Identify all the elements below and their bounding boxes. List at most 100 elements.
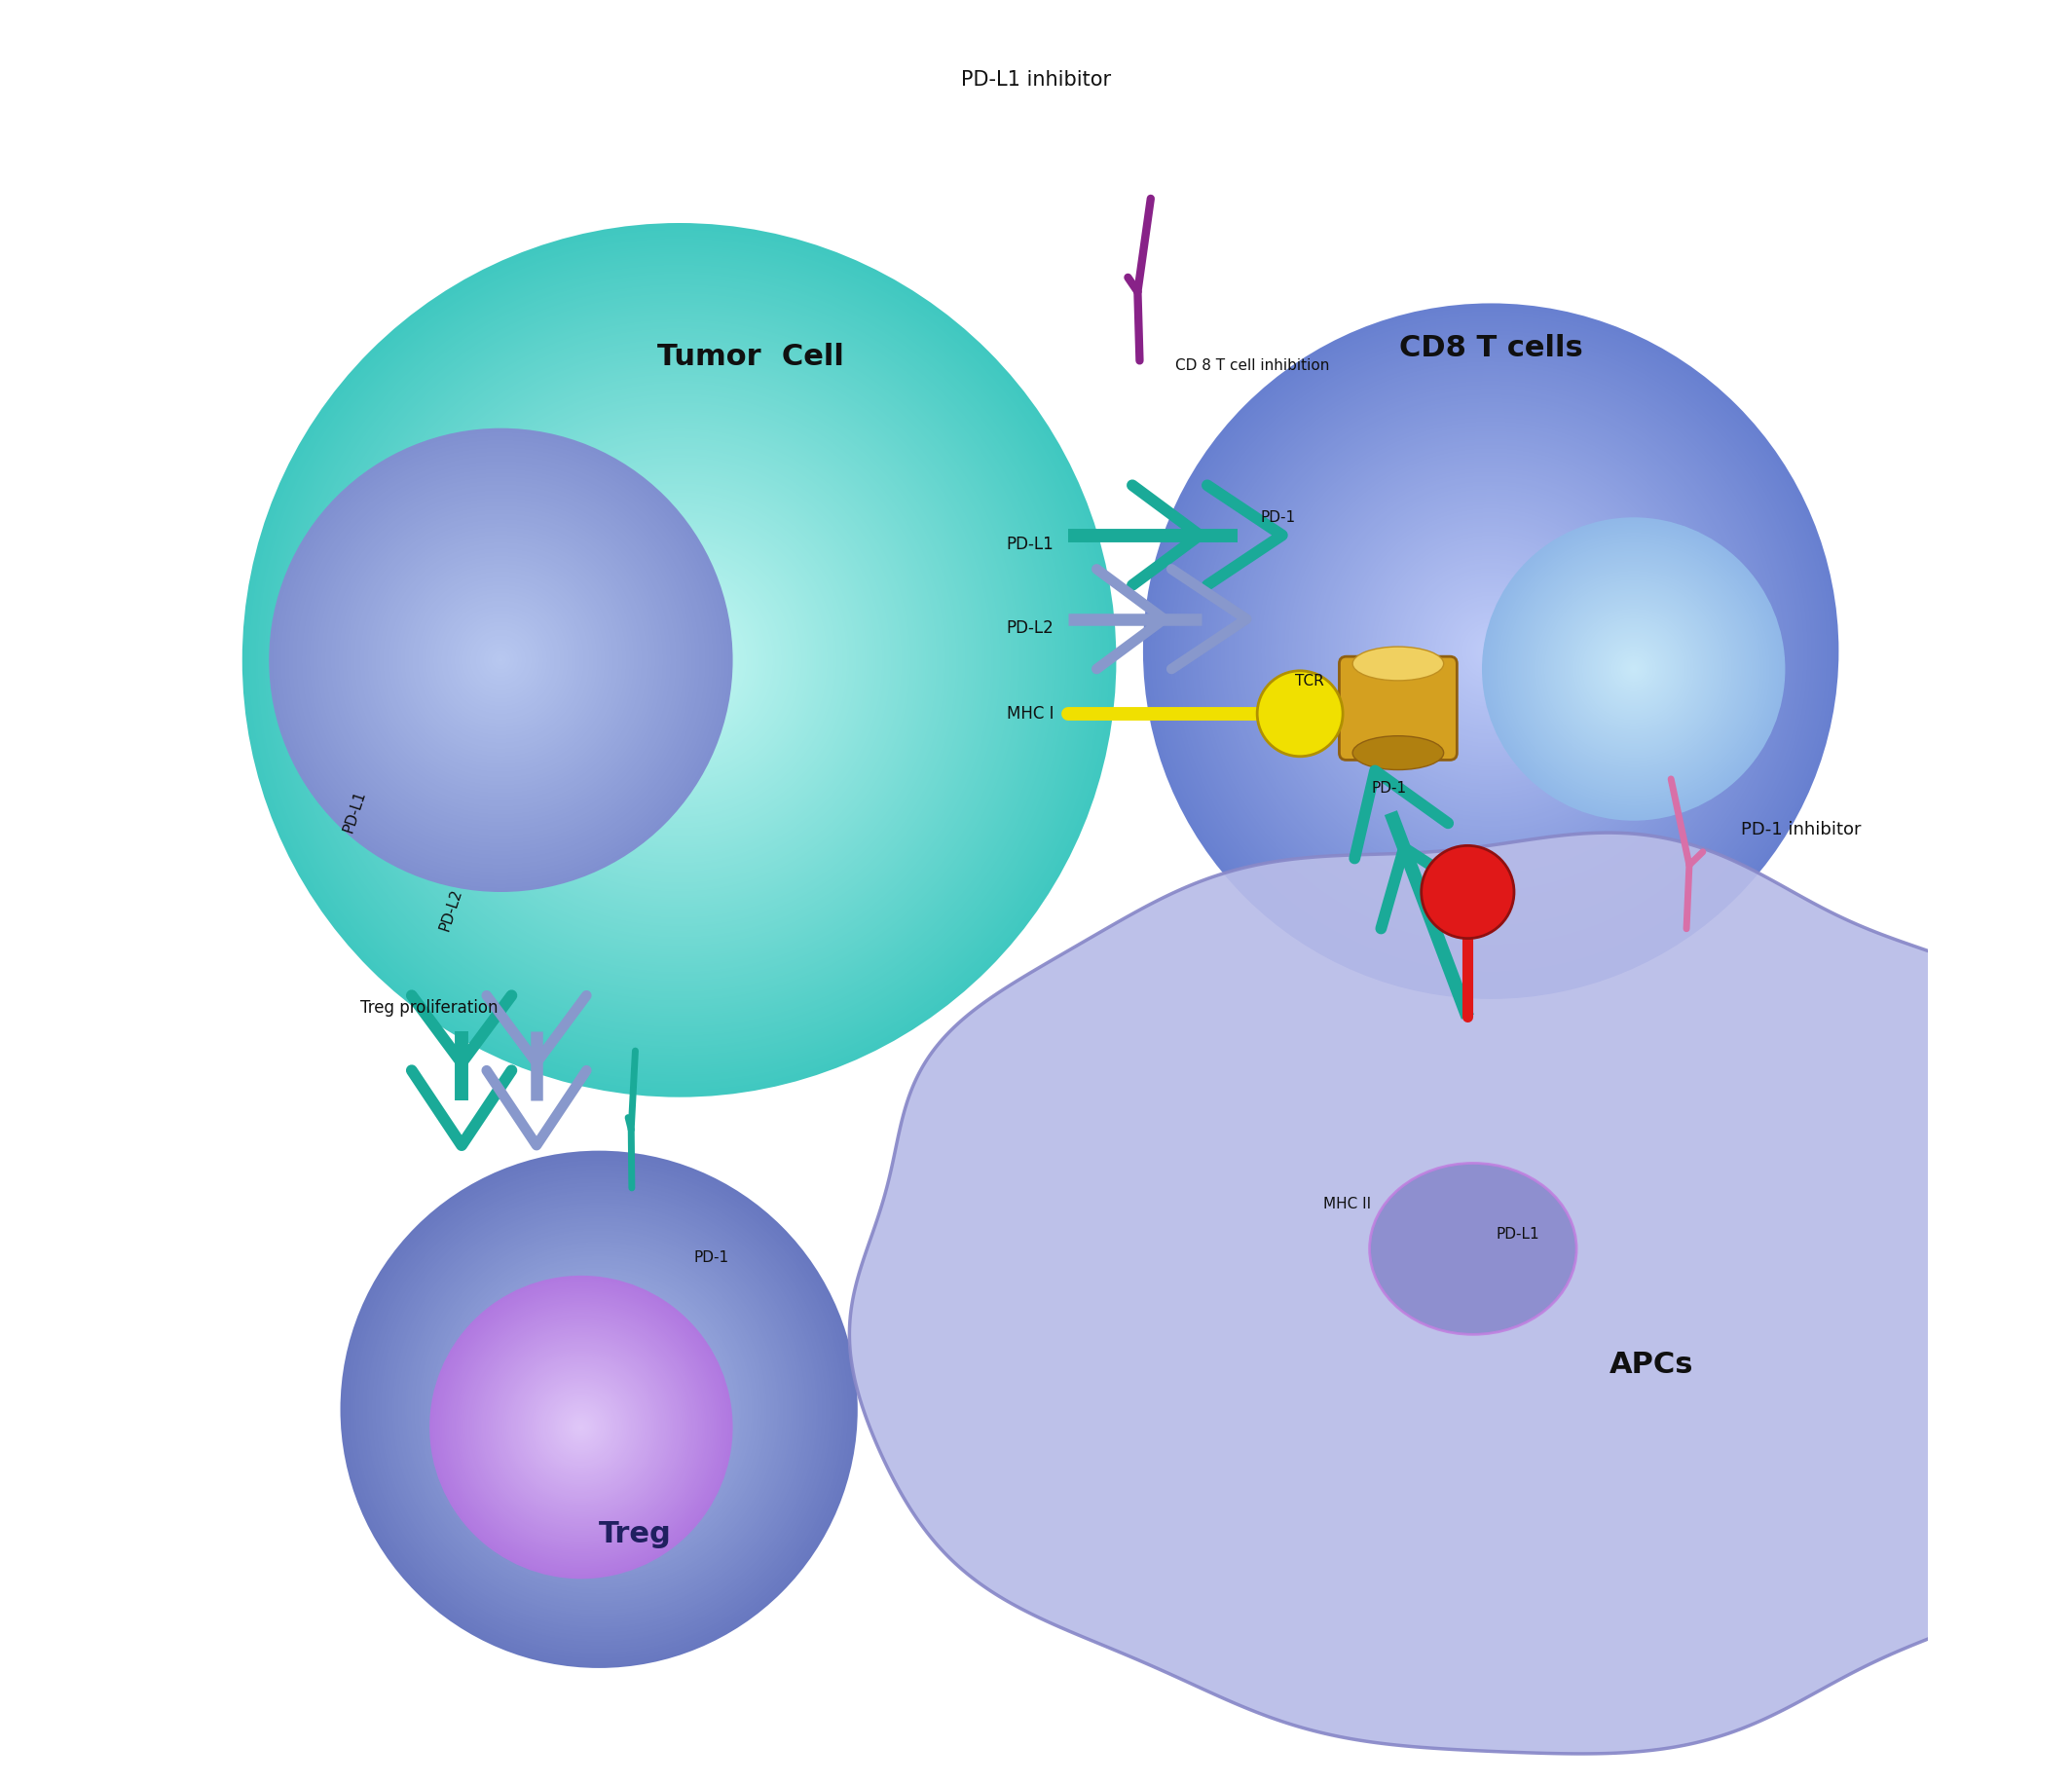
Circle shape	[568, 549, 792, 771]
Circle shape	[336, 494, 667, 826]
Circle shape	[678, 658, 682, 662]
Circle shape	[392, 371, 968, 949]
Circle shape	[257, 239, 1100, 1081]
Circle shape	[263, 244, 1094, 1076]
Circle shape	[1307, 467, 1674, 835]
Circle shape	[588, 569, 771, 751]
Circle shape	[441, 1288, 721, 1566]
Circle shape	[1546, 582, 1722, 756]
Circle shape	[332, 491, 671, 830]
Circle shape	[564, 544, 796, 776]
Text: Treg: Treg	[599, 1520, 671, 1549]
Circle shape	[487, 646, 514, 674]
Circle shape	[671, 651, 688, 669]
Circle shape	[499, 482, 858, 838]
Circle shape	[1484, 519, 1784, 819]
Circle shape	[495, 476, 862, 844]
Circle shape	[1620, 655, 1647, 683]
Text: PD-1: PD-1	[1372, 781, 1407, 796]
Circle shape	[375, 1186, 823, 1632]
Circle shape	[485, 1331, 678, 1524]
Circle shape	[454, 1299, 709, 1556]
Circle shape	[1276, 437, 1705, 865]
Circle shape	[261, 243, 1096, 1078]
Circle shape	[1363, 524, 1618, 780]
Circle shape	[348, 1158, 850, 1661]
Circle shape	[512, 1358, 651, 1497]
Circle shape	[528, 508, 831, 812]
Circle shape	[1502, 539, 1763, 799]
Circle shape	[371, 1181, 829, 1638]
Circle shape	[487, 467, 872, 853]
Circle shape	[255, 235, 1102, 1085]
Circle shape	[1587, 623, 1680, 715]
Circle shape	[591, 571, 769, 749]
Circle shape	[1247, 409, 1734, 896]
Circle shape	[1486, 521, 1782, 817]
Circle shape	[615, 596, 742, 724]
Circle shape	[487, 1333, 675, 1522]
Circle shape	[387, 368, 972, 953]
Circle shape	[321, 301, 1038, 1019]
Circle shape	[526, 1338, 671, 1481]
Circle shape	[1388, 549, 1593, 753]
Circle shape	[1160, 321, 1821, 981]
Circle shape	[1589, 624, 1678, 714]
Circle shape	[1212, 373, 1769, 929]
Circle shape	[1210, 371, 1772, 931]
Circle shape	[441, 421, 918, 899]
Circle shape	[661, 642, 696, 678]
Circle shape	[460, 441, 897, 878]
Circle shape	[491, 1336, 671, 1518]
Circle shape	[1633, 667, 1635, 671]
Circle shape	[456, 1267, 742, 1552]
Circle shape	[472, 1318, 690, 1536]
Circle shape	[1164, 325, 1817, 978]
Circle shape	[1268, 428, 1714, 874]
Circle shape	[390, 1201, 808, 1618]
Circle shape	[1316, 475, 1666, 828]
Circle shape	[1175, 334, 1807, 969]
Circle shape	[292, 273, 1065, 1047]
Circle shape	[1310, 469, 1672, 833]
Circle shape	[280, 439, 721, 880]
Circle shape	[1477, 637, 1504, 665]
Circle shape	[522, 1331, 678, 1488]
Circle shape	[1303, 464, 1678, 838]
Circle shape	[433, 414, 926, 906]
Circle shape	[1386, 548, 1595, 756]
Circle shape	[1185, 346, 1796, 956]
Circle shape	[458, 1268, 740, 1550]
Circle shape	[474, 1286, 723, 1532]
Circle shape	[1486, 646, 1496, 657]
Circle shape	[346, 505, 655, 815]
Circle shape	[361, 341, 999, 979]
Circle shape	[340, 321, 1017, 999]
Circle shape	[358, 339, 1001, 981]
Circle shape	[416, 574, 586, 746]
Circle shape	[458, 617, 543, 703]
Circle shape	[305, 287, 1053, 1033]
Circle shape	[1604, 640, 1662, 698]
Circle shape	[595, 574, 765, 746]
Circle shape	[425, 407, 932, 913]
Circle shape	[1423, 583, 1558, 719]
Circle shape	[454, 435, 903, 885]
Circle shape	[305, 464, 698, 858]
Circle shape	[555, 1365, 642, 1454]
Circle shape	[632, 612, 727, 708]
Circle shape	[1504, 541, 1763, 797]
Circle shape	[1378, 539, 1604, 764]
Circle shape	[479, 458, 881, 862]
Circle shape	[601, 582, 758, 739]
Circle shape	[315, 475, 686, 846]
Circle shape	[1492, 526, 1776, 812]
Circle shape	[568, 1377, 630, 1441]
Circle shape	[274, 253, 1086, 1067]
Circle shape	[582, 1393, 615, 1425]
Circle shape	[1552, 587, 1716, 751]
Circle shape	[479, 1324, 684, 1531]
Circle shape	[367, 1177, 831, 1641]
Circle shape	[1492, 528, 1774, 810]
Circle shape	[481, 462, 879, 858]
